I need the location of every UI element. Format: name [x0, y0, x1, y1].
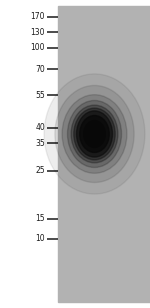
Text: 170: 170 [30, 12, 45, 22]
Ellipse shape [68, 100, 122, 168]
Ellipse shape [55, 86, 134, 182]
Ellipse shape [76, 111, 112, 157]
Text: 130: 130 [30, 28, 45, 37]
Text: 100: 100 [30, 43, 45, 52]
Text: 40: 40 [35, 123, 45, 132]
Text: 25: 25 [35, 166, 45, 176]
Ellipse shape [80, 116, 109, 152]
Ellipse shape [84, 121, 105, 148]
Text: 15: 15 [35, 214, 45, 223]
Text: 55: 55 [35, 91, 45, 100]
Ellipse shape [44, 74, 145, 194]
Ellipse shape [74, 108, 115, 160]
Ellipse shape [71, 105, 118, 163]
Text: 35: 35 [35, 139, 45, 148]
Ellipse shape [62, 95, 127, 173]
Ellipse shape [88, 126, 101, 142]
Text: 70: 70 [35, 65, 45, 74]
Bar [58, 6, 150, 302]
Text: 10: 10 [35, 234, 45, 243]
